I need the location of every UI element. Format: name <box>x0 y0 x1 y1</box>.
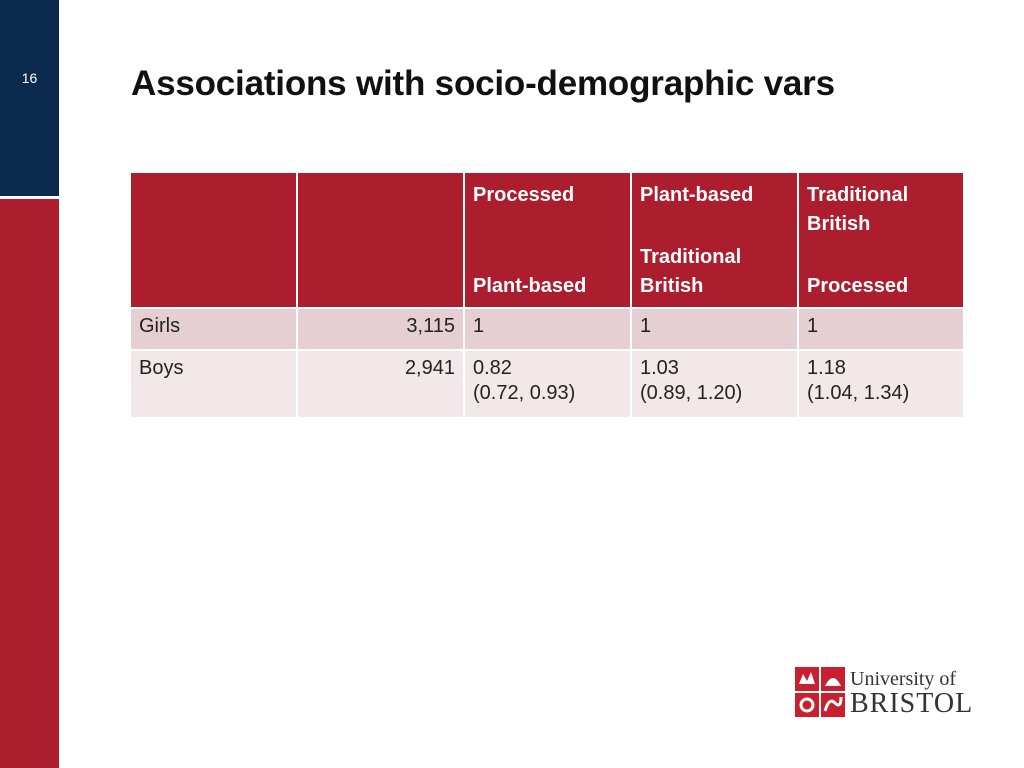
row-count: 3,115 <box>296 307 465 351</box>
sidebar-navy-block: 16 <box>0 0 59 196</box>
slide-title: Associations with socio-demographic vars <box>131 64 835 103</box>
row-label: Girls <box>129 307 298 351</box>
cell-value: 0.82 (0.72, 0.93) <box>463 349 632 419</box>
logo-text-line1: University of <box>850 668 957 690</box>
cell-value: 1.18 (1.04, 1.34) <box>797 349 965 419</box>
header-cell-traditional-vs-processed: Traditional British Processed <box>797 171 965 309</box>
logo-text-line2: BRISTOL <box>850 688 974 719</box>
header-cell-empty-1 <box>129 171 298 309</box>
header-top-label: Processed <box>473 184 575 206</box>
table-row: Boys 2,941 0.82 (0.72, 0.93) 1.03 (0.89, 1… <box>129 349 965 419</box>
table-header-row: Processed Plant-based Plant-based Tradit… <box>129 171 965 309</box>
header-cell-plant-vs-traditional: Plant-based Traditional British <box>630 171 799 309</box>
cell-value: 1 <box>797 307 965 351</box>
header-bottom-label: Plant-based <box>473 275 587 297</box>
header-top-label: Plant-based <box>640 184 754 206</box>
cell-value: 1 <box>463 307 632 351</box>
row-label: Boys <box>129 349 298 419</box>
sidebar-red-block <box>0 199 59 768</box>
header-top-label: Traditional British <box>807 184 909 235</box>
slide-number: 16 <box>21 70 38 86</box>
cell-value: 1.03 (0.89, 1.20) <box>630 349 799 419</box>
header-cell-empty-2 <box>296 171 465 309</box>
table-row: Girls 3,115 1 1 1 <box>129 307 965 351</box>
university-of-bristol-logo: University of BRISTOL <box>794 666 974 719</box>
header-bottom-label: Traditional British <box>640 246 742 297</box>
cell-value: 1 <box>630 307 799 351</box>
header-cell-processed-vs-plant: Processed Plant-based <box>463 171 632 309</box>
associations-table: Processed Plant-based Plant-based Tradit… <box>129 171 965 419</box>
header-bottom-label: Processed <box>807 275 909 297</box>
bristol-crest-icon <box>795 667 845 717</box>
row-count: 2,941 <box>296 349 465 419</box>
